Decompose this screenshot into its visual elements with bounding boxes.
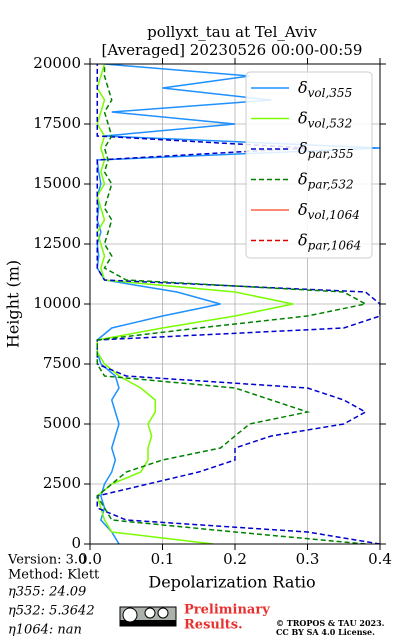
x-tick-label: 0.3 <box>296 550 320 568</box>
profile-line <box>96 64 380 544</box>
x-tick-label: 0.2 <box>223 550 247 568</box>
x-tick-label: 0.4 <box>368 550 392 568</box>
chart-subtitle: [Averaged] 20230526 00:00-00:59 <box>102 41 363 59</box>
license-badge <box>119 606 177 627</box>
annotation: η355: 24.09 <box>8 585 86 600</box>
copyright: © TROPOS & TAU 2023. <box>276 618 385 628</box>
legend-label: δpar,1064 <box>298 230 361 252</box>
legend-label: δpar,532 <box>298 169 354 191</box>
annotation: Method: Klett <box>8 568 100 583</box>
chart-title: pollyxt_tau at Tel_Aviv <box>147 23 317 41</box>
y-tick-label: 17500 <box>33 114 81 132</box>
y-axis-label: Height (m) <box>4 260 23 348</box>
y-tick-label: 15000 <box>33 174 81 192</box>
info: Version: 3.0 Method: Klett η355: 24.09 η… <box>7 553 100 638</box>
legend-label: δvol,532 <box>298 108 352 130</box>
x-tick-label: 0.0 <box>78 550 102 568</box>
y-tick-label: 2500 <box>43 474 81 492</box>
copyright: CC BY SA 4.0 License. <box>276 627 375 637</box>
annotation: η532: 5.3642 <box>8 604 95 619</box>
legend: δvol,355 δvol,532 δpar,355 δpar,532 δvol,106… <box>245 71 373 259</box>
profile-line <box>96 64 368 544</box>
notice: Results. <box>184 618 243 633</box>
plot-frame <box>89 63 381 545</box>
x-tick-label: 0.1 <box>151 550 175 568</box>
y-tick-label: 12500 <box>33 234 81 252</box>
annotation: η1064: nan <box>8 623 82 638</box>
y-tick-label: 10000 <box>33 294 81 312</box>
y-tick-label: 20000 <box>33 54 81 72</box>
legend-label: δvol,1064 <box>298 200 360 222</box>
legend-label: δvol,355 <box>298 78 352 100</box>
profile-line <box>96 64 294 544</box>
x-axis-label: Depolarization Ratio <box>148 573 315 592</box>
y-tick-label: 0 <box>71 534 81 552</box>
annotation: Version: 3.0 <box>7 553 86 568</box>
y-tick-label: 5000 <box>43 414 81 432</box>
y-tick-label: 7500 <box>43 354 81 372</box>
legend-label: δpar,355 <box>298 139 354 161</box>
notice: Preliminary <box>184 603 270 618</box>
legend-box <box>245 71 373 259</box>
